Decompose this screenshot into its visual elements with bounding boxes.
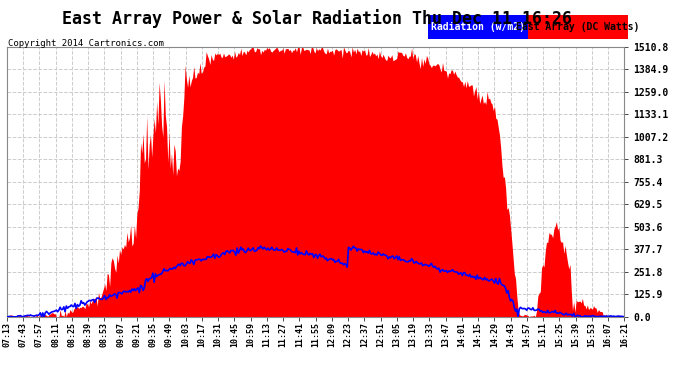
Text: East Array Power & Solar Radiation Thu Dec 11 16:26: East Array Power & Solar Radiation Thu D…	[62, 9, 573, 28]
Text: Radiation (w/m2): Radiation (w/m2)	[431, 22, 525, 32]
Text: East Array (DC Watts): East Array (DC Watts)	[516, 22, 640, 32]
Text: Copyright 2014 Cartronics.com: Copyright 2014 Cartronics.com	[8, 39, 164, 48]
